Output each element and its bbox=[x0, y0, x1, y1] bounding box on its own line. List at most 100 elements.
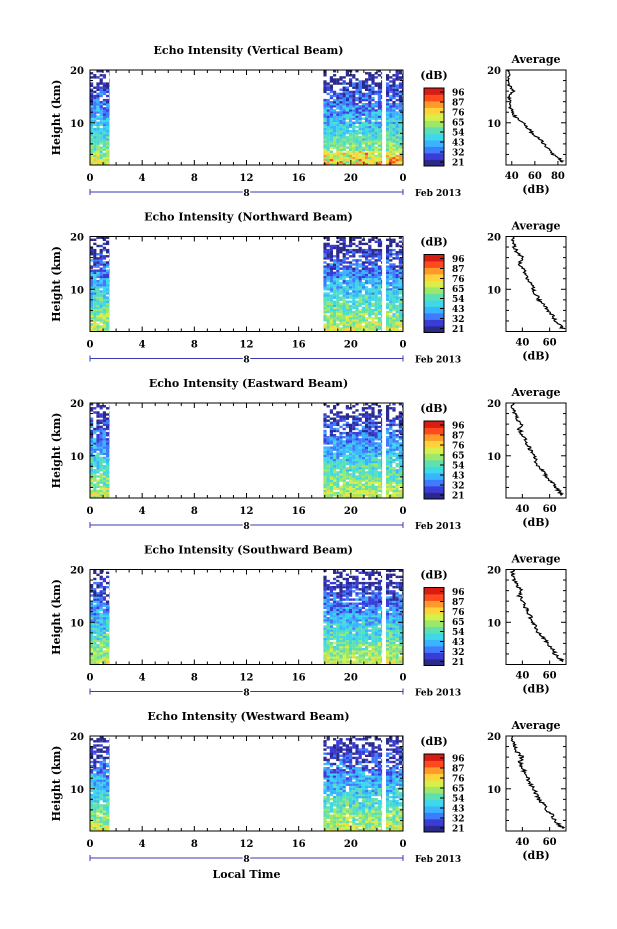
heatmap-cell bbox=[365, 425, 369, 429]
heatmap-cell bbox=[345, 323, 349, 326]
heatmap-cell bbox=[352, 495, 356, 499]
heatmap-cell bbox=[358, 84, 362, 87]
heatmap-cell bbox=[336, 125, 340, 129]
heatmap-cell bbox=[355, 103, 359, 106]
heatmap-cell bbox=[365, 306, 369, 310]
heatmap-cell bbox=[326, 658, 330, 661]
heatmap-cell bbox=[339, 273, 343, 277]
heatmap-cell bbox=[336, 251, 340, 254]
heatmap-cell bbox=[381, 440, 383, 443]
heatmap-cell bbox=[386, 156, 390, 160]
heatmap-cell bbox=[336, 467, 340, 470]
heatmap-cell bbox=[96, 300, 100, 303]
heatmap-cell bbox=[329, 623, 333, 626]
heatmap-cell bbox=[371, 658, 375, 661]
heatmap-cell bbox=[386, 160, 390, 164]
heatmap-cell bbox=[381, 473, 383, 476]
heatmap-cell bbox=[386, 483, 390, 486]
heatmap-cell bbox=[326, 629, 330, 632]
heatmap-cell bbox=[377, 458, 381, 462]
heatmap-cell bbox=[342, 105, 346, 108]
heatmap-cell bbox=[339, 489, 343, 493]
heatmap-cell bbox=[333, 146, 337, 149]
heatmap-cell bbox=[333, 94, 337, 98]
heatmap-cell bbox=[93, 645, 97, 649]
heatmap-cell bbox=[361, 658, 365, 661]
heatmap-cell bbox=[365, 493, 369, 497]
heatmap-cell bbox=[398, 495, 402, 499]
heatmap-cell bbox=[368, 88, 372, 91]
heatmap-cell bbox=[323, 425, 327, 429]
heatmap-cell bbox=[342, 569, 346, 572]
heatmap-cell bbox=[398, 84, 402, 87]
heatmap-cell bbox=[326, 298, 330, 301]
heatmap-cell bbox=[99, 581, 103, 585]
heatmap-cell bbox=[336, 458, 340, 462]
heatmap-cell bbox=[323, 491, 327, 495]
heatmap-cell bbox=[90, 123, 94, 127]
heatmap-cell bbox=[349, 639, 353, 643]
heatmap-cell bbox=[352, 304, 356, 308]
heatmap-cell bbox=[93, 129, 97, 133]
heatmap-cell bbox=[365, 84, 369, 87]
heatmap-cell bbox=[398, 419, 402, 422]
heatmap-cell bbox=[96, 302, 100, 305]
heatmap-cell bbox=[345, 300, 349, 303]
heatmap-cell bbox=[93, 623, 97, 626]
heatmap-cell bbox=[90, 160, 94, 164]
heatmap-cell bbox=[381, 296, 383, 299]
heatmap-cell bbox=[102, 598, 106, 601]
heatmap-cell bbox=[102, 413, 106, 416]
heatmap-cell bbox=[329, 152, 333, 155]
heatmap-cell bbox=[342, 246, 346, 250]
heatmap-cell bbox=[96, 456, 100, 460]
heatmap-cell bbox=[389, 160, 393, 164]
heatmap-cell bbox=[365, 462, 369, 466]
heatmap-cell bbox=[93, 407, 97, 410]
heatmap-cell bbox=[355, 452, 359, 455]
heatmap-cell bbox=[368, 310, 372, 314]
heatmap-cell bbox=[355, 88, 359, 91]
heatmap-cell bbox=[352, 635, 356, 638]
heatmap-cell bbox=[342, 156, 346, 160]
heatmap-cell bbox=[93, 429, 97, 433]
heatmap-cell bbox=[102, 621, 106, 624]
heatmap-cell bbox=[90, 409, 94, 412]
heatmap-cell bbox=[349, 643, 353, 647]
heatmap-cell bbox=[329, 94, 333, 98]
heatmap-cell bbox=[381, 444, 383, 447]
colorbar-tick-label: 54 bbox=[452, 295, 465, 305]
heatmap-cell bbox=[352, 294, 356, 297]
heatmap-cell bbox=[323, 244, 327, 248]
heatmap-cell bbox=[355, 602, 359, 605]
heatmap-cell bbox=[371, 271, 375, 274]
heatmap-cell bbox=[96, 637, 100, 641]
heatmap-cell bbox=[333, 70, 337, 73]
heatmap-cell bbox=[106, 113, 110, 116]
heatmap-cell bbox=[336, 267, 340, 270]
heatmap-cell bbox=[352, 627, 356, 630]
heatmap-cell bbox=[102, 144, 106, 147]
heatmap-cell bbox=[329, 288, 333, 291]
heatmap-cell bbox=[96, 467, 100, 470]
heatmap-cell bbox=[106, 602, 110, 605]
heatmap-cell bbox=[329, 105, 333, 108]
heatmap-cell bbox=[336, 261, 340, 264]
heatmap-cell bbox=[96, 111, 100, 114]
heatmap-cell bbox=[323, 125, 327, 129]
heatmap-cell bbox=[371, 158, 375, 162]
heatmap-cell bbox=[333, 662, 337, 665]
heatmap-cell bbox=[389, 150, 393, 153]
heatmap-cell bbox=[99, 115, 103, 118]
heatmap-cell bbox=[368, 127, 372, 131]
heatmap-cell bbox=[398, 279, 402, 283]
heatmap-cell bbox=[398, 267, 402, 270]
heatmap-cell bbox=[333, 413, 337, 416]
heatmap-cell bbox=[336, 132, 340, 135]
heatmap-cell bbox=[96, 425, 100, 429]
heatmap-cell bbox=[358, 148, 362, 151]
heatmap-cell bbox=[333, 465, 337, 468]
heatmap-cell bbox=[326, 617, 330, 620]
heatmap-cell bbox=[365, 142, 369, 145]
